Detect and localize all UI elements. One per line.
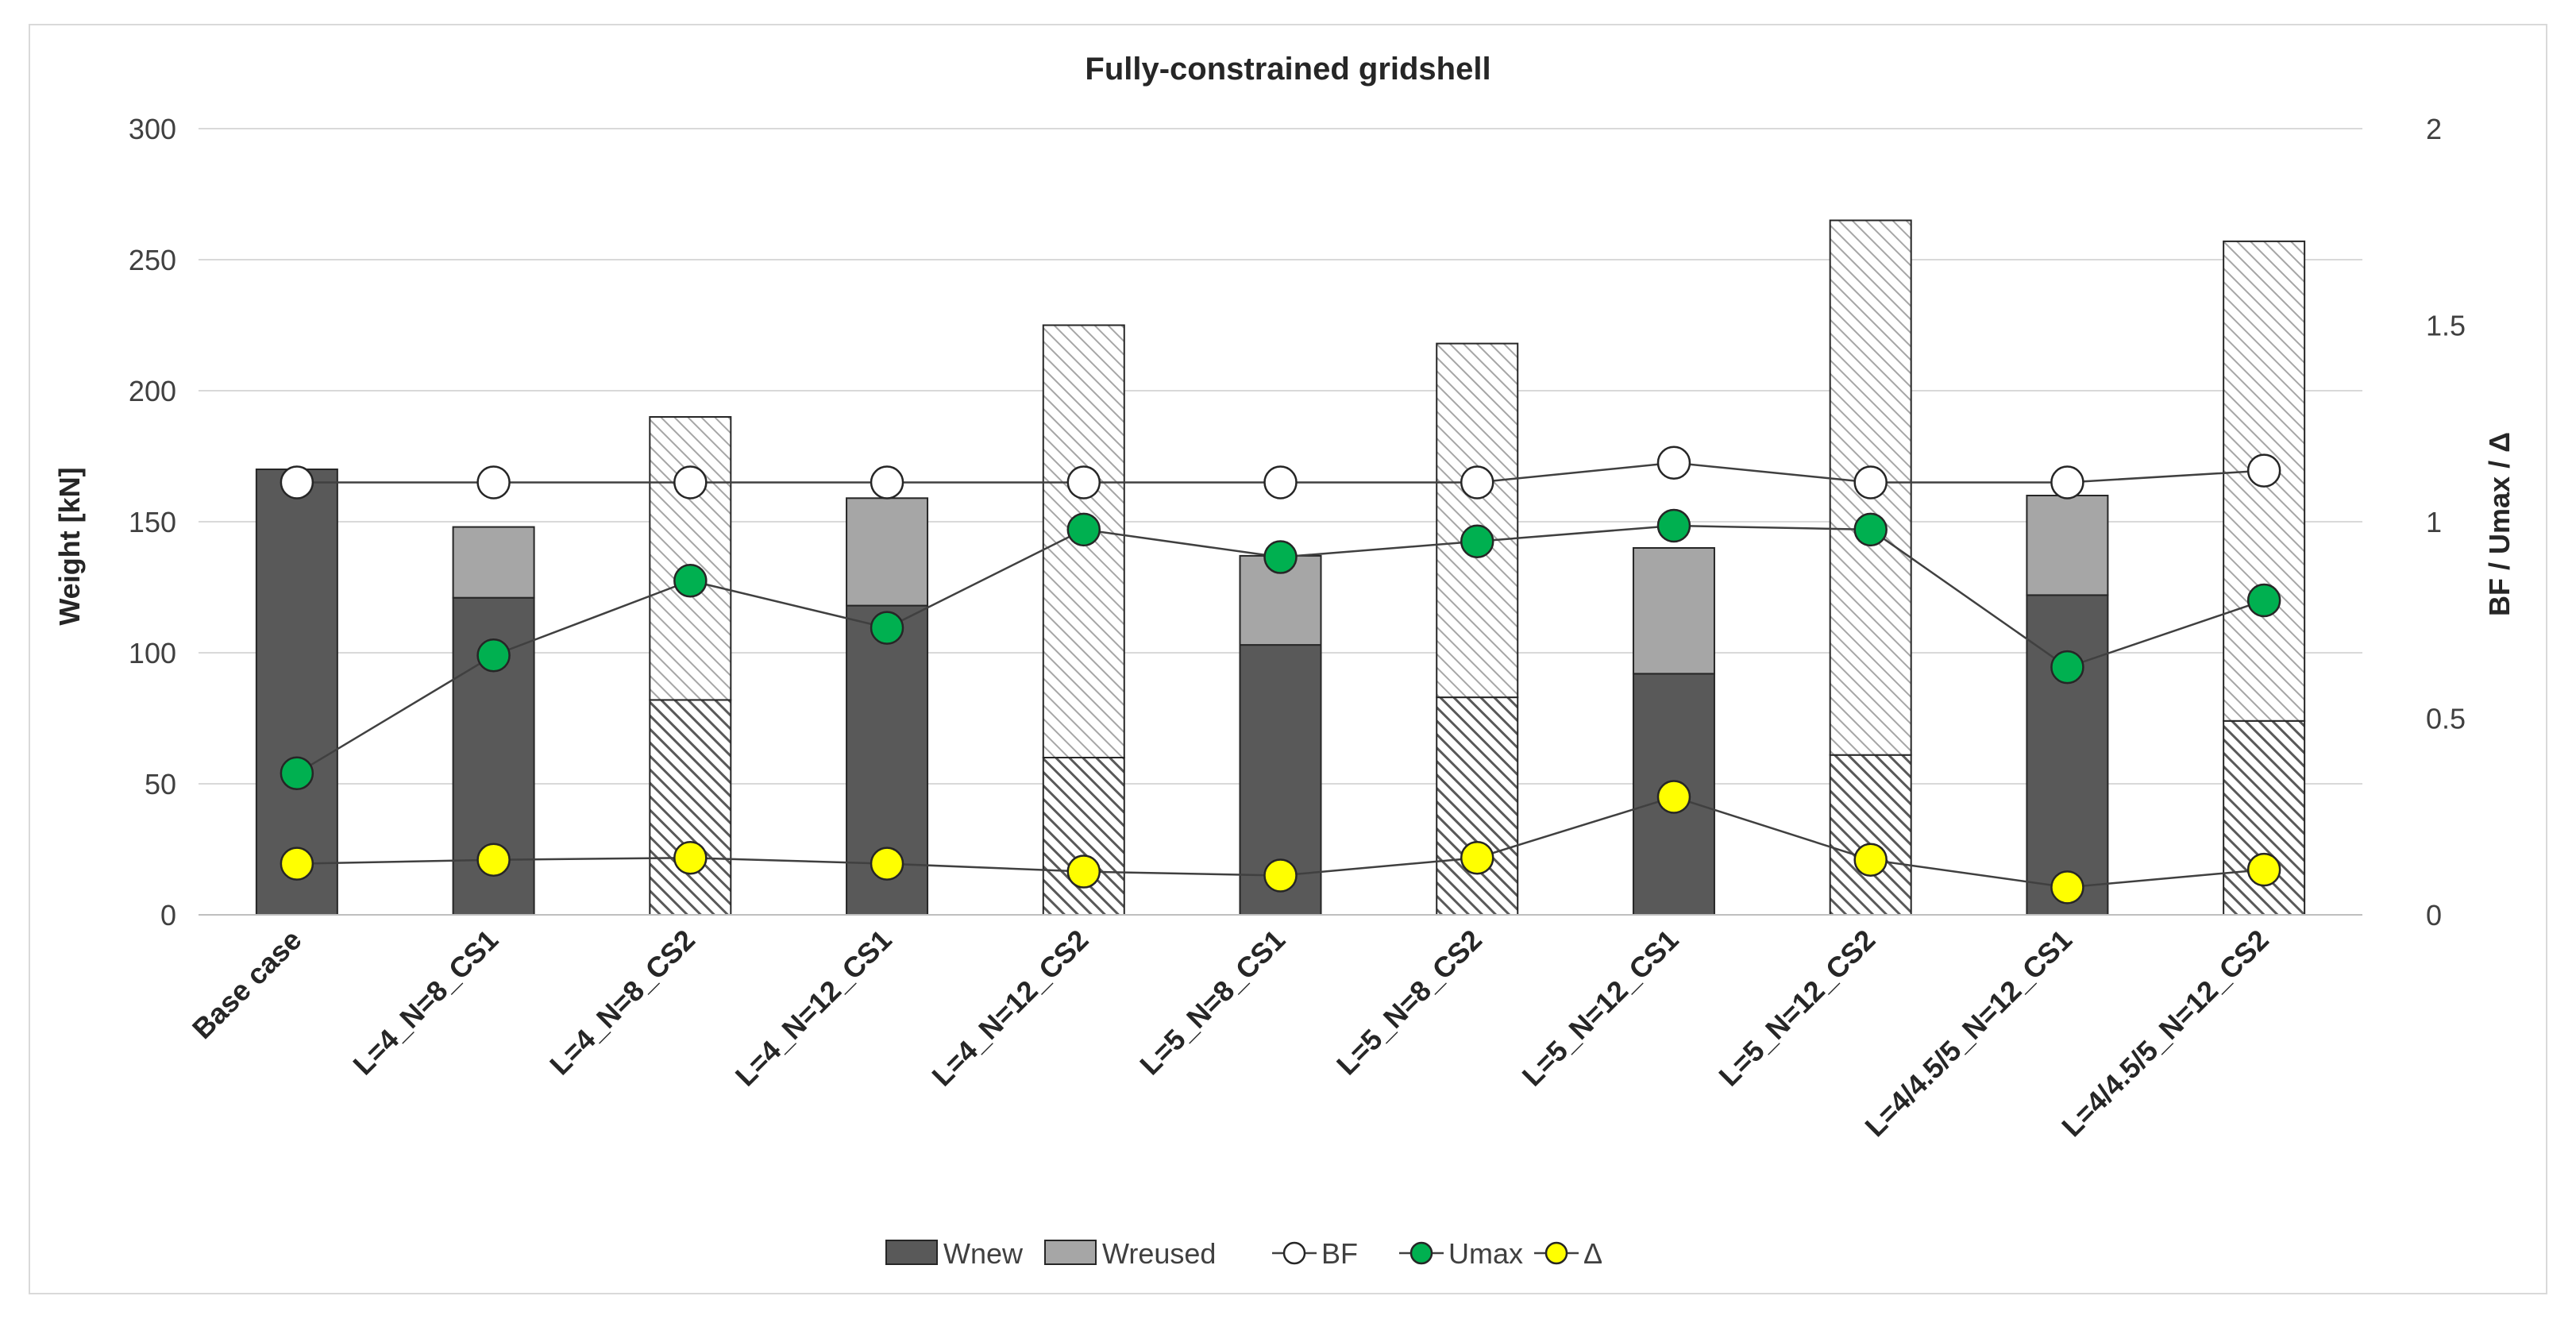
point-4 [476, 843, 511, 877]
bar-wnew [1829, 754, 1912, 916]
point-4 [1656, 780, 1691, 814]
legend-label: BF [1321, 1237, 1358, 1270]
y-tick-label: 0 [160, 899, 176, 932]
point-2 [2050, 465, 2084, 499]
bar-group [255, 219, 2306, 916]
y2-tick-label: 1 [2426, 506, 2442, 538]
point-2 [2246, 453, 2281, 488]
legend-label: Δ [1583, 1237, 1602, 1270]
point-3 [2246, 583, 2281, 618]
bar-wreused [452, 526, 535, 599]
point-4 [280, 847, 314, 881]
line-group [280, 446, 2281, 904]
point-4 [2050, 870, 2084, 904]
point-4 [1263, 858, 1298, 893]
legend-marker [1409, 1241, 1433, 1265]
point-3 [1853, 512, 1888, 547]
bar-wnew [1042, 757, 1125, 916]
y2-tick-label: 0.5 [2426, 703, 2466, 735]
point-3 [1460, 524, 1494, 558]
point-4 [1066, 854, 1101, 889]
point-3 [476, 638, 511, 673]
bar-wreused [846, 497, 929, 607]
legend: Wnew Wreused BF Umax Δ [885, 1237, 1602, 1270]
point-2 [476, 465, 511, 499]
legend-swatch [885, 1240, 938, 1265]
chart-frame [29, 24, 2547, 1294]
x-tick-label: L=4_N=8_CS2 [543, 924, 701, 1082]
point-3 [280, 756, 314, 791]
y-tick-label: 50 [145, 768, 176, 800]
x-tick-label: L=5_N=12_CS1 [1516, 924, 1685, 1093]
point-4 [1853, 843, 1888, 877]
point-4 [2246, 852, 2281, 887]
legend-label: Umax [1448, 1237, 1523, 1270]
bar-wnew [649, 699, 732, 916]
y-tick-label: 250 [129, 244, 176, 276]
gridlines [199, 128, 2362, 785]
chart-title: Fully-constrained gridshell [1085, 52, 1490, 87]
point-2 [280, 465, 314, 499]
x-tick-label: L=4_N=12_CS2 [925, 924, 1094, 1093]
y2-tick-label: 0 [2426, 899, 2442, 932]
point-2 [1853, 465, 1888, 499]
bar-wnew [1436, 696, 1519, 916]
y-axis-label: Weight [kN] [53, 467, 86, 625]
legend-swatch [1044, 1240, 1097, 1265]
point-3 [673, 564, 708, 598]
point-2 [870, 465, 904, 499]
x-tick-label: L=5_N=8_CS1 [1133, 924, 1291, 1082]
point-3 [1656, 508, 1691, 543]
legend-label: Wreused [1102, 1237, 1216, 1270]
point-3 [870, 611, 904, 645]
y-tick-label: 300 [129, 113, 176, 145]
point-2 [673, 465, 708, 499]
point-3 [2050, 650, 2084, 685]
y-tick-label: 150 [129, 506, 176, 538]
y-tick-label: 200 [129, 375, 176, 407]
point-4 [870, 847, 904, 881]
x-tick-label: L=5_N=8_CS2 [1330, 924, 1488, 1082]
y2-tick-label: 2 [2426, 113, 2442, 145]
y-tick-label: 100 [129, 637, 176, 669]
point-2 [1066, 465, 1101, 499]
legend-marker [1544, 1241, 1568, 1265]
bar-wreused [1632, 547, 1715, 675]
y2-axis-label: BF / Umax / Δ [2483, 432, 2516, 616]
point-3 [1263, 540, 1298, 574]
x-tick-label: L=4/4.5/5_N=12_CS1 [1858, 924, 2078, 1144]
point-4 [673, 840, 708, 875]
y2-tick-label: 1.5 [2426, 310, 2466, 342]
point-2 [1263, 465, 1298, 499]
point-2 [1460, 465, 1494, 499]
bar-wreused [2026, 495, 2109, 596]
bar-wreused [649, 416, 732, 701]
x-tick-label: L=4_N=12_CS1 [729, 924, 898, 1093]
legend-marker [1282, 1241, 1306, 1265]
x-tick-label: Base case [186, 924, 308, 1046]
point-2 [1656, 446, 1691, 480]
x-tick-label: L=5_N=12_CS2 [1712, 924, 1881, 1093]
bar-wreused [1436, 342, 1519, 699]
x-tick-label: L=4_N=8_CS1 [346, 924, 504, 1082]
point-4 [1460, 840, 1494, 875]
legend-label: Wnew [943, 1237, 1024, 1270]
bar-wnew [2026, 594, 2109, 916]
point-3 [1066, 512, 1101, 547]
x-tick-label: L=4/4.5/5_N=12_CS2 [2055, 924, 2275, 1144]
